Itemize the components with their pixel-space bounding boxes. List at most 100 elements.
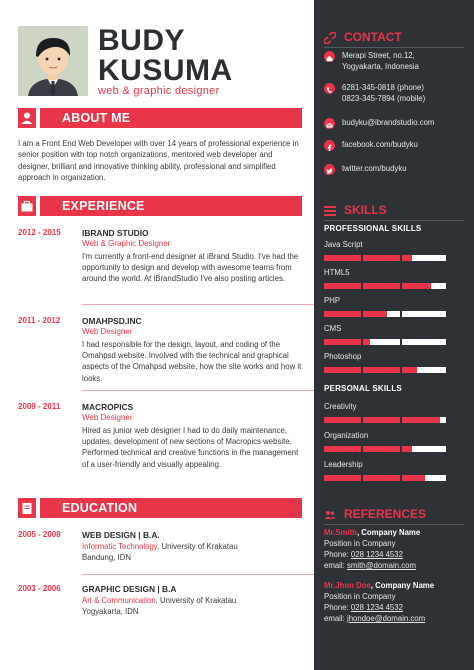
divider — [324, 220, 464, 221]
reference-position: Position in Company — [324, 592, 396, 601]
divider — [82, 390, 320, 391]
experience-position: Web Designer — [82, 413, 133, 422]
reference-phone[interactable]: 028 1234 4532 — [350, 550, 403, 559]
avatar-illustration — [18, 26, 88, 96]
skill-bar-fill — [324, 339, 370, 345]
skill-bar-fill — [324, 446, 412, 452]
twitter-icon — [324, 164, 335, 175]
education-location: Bandung, IDN — [82, 553, 131, 563]
skill-bar-fill — [324, 475, 425, 481]
skill-name: Photoshop — [324, 352, 362, 361]
reference-email[interactable]: jhondoe@domain.com — [346, 614, 426, 623]
about-text: I am a Front End Web Developer with over… — [18, 139, 299, 182]
education-degree: WEB DESIGN | B.A. — [82, 530, 160, 540]
personal-skills-heading: PERSONAL SKILLS — [324, 384, 402, 393]
user-icon — [18, 108, 36, 128]
bars-icon — [324, 204, 336, 216]
reference-phone-label: Phone: — [324, 550, 351, 559]
skills-heading-text: SKILLS — [344, 203, 387, 217]
reference-item: Mr.Smith, Company Name Position in Compa… — [324, 527, 469, 571]
education-major: Informatic Technology — [82, 542, 158, 551]
education-degree: GRAPHIC DESIGN | B.A — [82, 584, 177, 594]
contact-heading-text: CONTACT — [344, 30, 402, 44]
skill-bar-separator — [400, 446, 402, 452]
skill-bar-separator — [400, 311, 402, 317]
name-first: BUDY — [98, 24, 186, 57]
about-heading-text: ABOUT ME — [40, 108, 302, 128]
education-dates: 2005 - 2008 — [18, 530, 61, 539]
education-details: Art & Communication, University of Kraka… — [82, 595, 302, 617]
reference-phone[interactable]: 028 1234 4532 — [350, 603, 403, 612]
name-last: KUSUMA — [98, 54, 233, 87]
professional-skills-heading: PROFESSIONAL SKILLS — [324, 224, 422, 233]
education-major: Art & Communication — [82, 596, 156, 605]
skill-bar — [324, 446, 446, 452]
reference-email-label: email: — [324, 614, 347, 623]
divider — [324, 47, 464, 48]
skill-bar-fill — [324, 283, 431, 289]
skill-bar — [324, 339, 446, 345]
link-icon — [323, 31, 337, 45]
skill-bar-separator — [361, 367, 363, 373]
skill-name: CMS — [324, 324, 342, 333]
users-icon — [324, 508, 336, 520]
reference-name: Mr.Jhon Doe — [324, 581, 371, 590]
experience-company: OMAHPSD.INC — [82, 316, 142, 326]
reference-company: , Company Name — [370, 581, 435, 590]
skill-name: Organization — [324, 431, 369, 440]
skill-bar-separator — [361, 255, 363, 261]
mobile-number: 0823-345-7894 (mobile) — [342, 93, 426, 103]
skill-bar — [324, 311, 446, 317]
experience-position: Web Designer — [82, 327, 133, 336]
divider — [324, 524, 464, 525]
skill-bar-separator — [400, 255, 402, 261]
briefcase-icon — [18, 196, 36, 216]
about-heading: ABOUT ME — [18, 108, 302, 128]
skill-bar-separator — [361, 311, 363, 317]
skill-name: PHP — [324, 296, 341, 305]
book-icon — [18, 498, 36, 518]
skill-bar-separator — [361, 446, 363, 452]
email-link[interactable]: budyku@ibrandstudio.com — [342, 118, 435, 127]
education-location: Yogyakarta, IDN — [82, 607, 139, 617]
skill-bar-fill — [324, 311, 387, 317]
divider — [82, 574, 320, 575]
twitter-link[interactable]: twitter.com/budyku — [342, 164, 407, 173]
skill-name: HTML5 — [324, 268, 350, 277]
reference-email[interactable]: smith@domain.com — [346, 561, 416, 570]
experience-company: IBRAND STUDIO — [82, 228, 149, 238]
skill-bar — [324, 283, 446, 289]
skill-bar-separator — [400, 367, 402, 373]
facebook-link[interactable]: facebook.com/budyku — [342, 140, 418, 149]
reference-name: Mr.Smith — [324, 528, 357, 537]
education-heading-text: EDUCATION — [40, 498, 302, 518]
skill-bar-separator — [361, 283, 363, 289]
experience-dates: 2011 - 2012 — [18, 316, 61, 325]
avatar — [18, 26, 88, 96]
reference-position: Position in Company — [324, 539, 396, 548]
skill-bar-fill — [324, 417, 440, 423]
skill-bar — [324, 367, 446, 373]
experience-description: I'm currently a front-end designer at iB… — [82, 252, 299, 284]
experience-description: I had responsible for the design, layout… — [82, 340, 302, 383]
education-heading: EDUCATION — [18, 498, 302, 518]
skill-bar-separator — [400, 417, 402, 423]
experience-dates: 2009 - 2011 — [18, 402, 61, 411]
address-line-2: Yogyakarta, Indonesia — [342, 61, 419, 71]
phone-icon — [324, 83, 335, 94]
reference-phone-label: Phone: — [324, 603, 351, 612]
reference-email-label: email: — [324, 561, 347, 570]
phone-number: 6281-345-0818 (phone) — [342, 83, 424, 92]
job-title: web & graphic designer — [98, 85, 220, 97]
skill-bar-separator — [361, 417, 363, 423]
education-school: , University of Krakatau — [155, 596, 237, 605]
experience-description: Hired as junior web designer I had to do… — [82, 426, 299, 469]
skill-name: Java Script — [324, 240, 363, 249]
experience-position: Web & Graphic Designer — [82, 239, 171, 248]
reference-company: , Company Name — [356, 528, 421, 537]
education-details: Informatic Technology, University of Kra… — [82, 541, 302, 563]
home-icon — [324, 51, 335, 62]
skill-bar-fill — [324, 255, 412, 261]
skill-bar-separator — [400, 339, 402, 345]
